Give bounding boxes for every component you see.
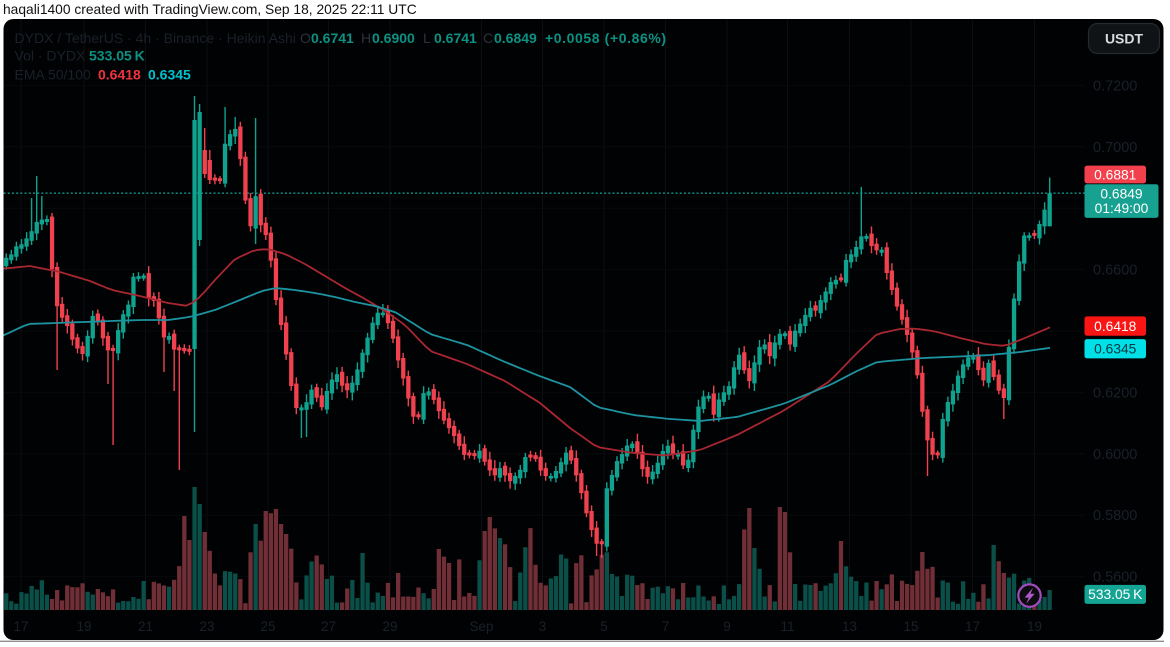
svg-text:23: 23	[199, 619, 214, 634]
svg-text:0.6849: 0.6849	[494, 30, 537, 46]
svg-text:0.6849: 0.6849	[1100, 186, 1143, 201]
svg-text:533.05 K: 533.05 K	[89, 47, 145, 63]
svg-text:0.6741: 0.6741	[311, 30, 354, 46]
svg-text:29: 29	[382, 619, 397, 634]
svg-text:25: 25	[260, 619, 275, 634]
svg-text:Vol · DYDX: Vol · DYDX	[15, 47, 86, 63]
svg-text:Sep: Sep	[469, 619, 493, 634]
svg-text:15: 15	[903, 619, 918, 634]
svg-text:O: O	[300, 30, 311, 46]
svg-text:27: 27	[321, 619, 336, 634]
svg-text:C: C	[483, 30, 493, 46]
svg-text:+0.0058 (+0.86%): +0.0058 (+0.86%)	[545, 30, 667, 46]
svg-text:0.6000: 0.6000	[1093, 447, 1137, 463]
svg-text:0.7000: 0.7000	[1093, 140, 1137, 156]
svg-text:EMA 50/100: EMA 50/100	[15, 66, 91, 82]
svg-text:0.6345: 0.6345	[1094, 342, 1137, 357]
svg-text:5: 5	[600, 619, 608, 634]
svg-text:01:49:00: 01:49:00	[1095, 201, 1149, 216]
svg-text:haqali1400 created with Tradin: haqali1400 created with TradingView.com,…	[3, 2, 417, 17]
svg-text:13: 13	[842, 619, 857, 634]
svg-text:11: 11	[780, 619, 794, 634]
svg-text:H: H	[361, 30, 371, 46]
svg-text:USDT: USDT	[1105, 31, 1144, 47]
svg-text:0.6418: 0.6418	[1094, 319, 1137, 334]
svg-text:17: 17	[965, 619, 980, 634]
svg-text:0.6345: 0.6345	[148, 66, 191, 82]
svg-text:0.6200: 0.6200	[1093, 385, 1137, 401]
svg-text:9: 9	[723, 619, 731, 634]
svg-text:0.6600: 0.6600	[1093, 263, 1137, 279]
svg-text:0.6900: 0.6900	[372, 30, 415, 46]
svg-text:0.5800: 0.5800	[1093, 508, 1137, 524]
svg-text:533.05 K: 533.05 K	[1088, 587, 1143, 602]
svg-text:0.6418: 0.6418	[98, 66, 141, 82]
svg-text:0.5600: 0.5600	[1093, 570, 1137, 586]
svg-text:3: 3	[539, 619, 547, 634]
svg-text:19: 19	[1027, 619, 1042, 634]
svg-text:L: L	[423, 30, 431, 46]
svg-text:0.6881: 0.6881	[1094, 167, 1136, 182]
svg-text:0.7200: 0.7200	[1093, 78, 1137, 94]
svg-text:19: 19	[76, 619, 91, 634]
svg-text:DYDX / TetherUS · 4h · Binance: DYDX / TetherUS · 4h · Binance · Heikin …	[15, 30, 296, 46]
svg-text:21: 21	[138, 619, 153, 634]
svg-text:7: 7	[662, 619, 670, 634]
svg-text:17: 17	[13, 619, 28, 634]
svg-text:0.6741: 0.6741	[434, 30, 477, 46]
